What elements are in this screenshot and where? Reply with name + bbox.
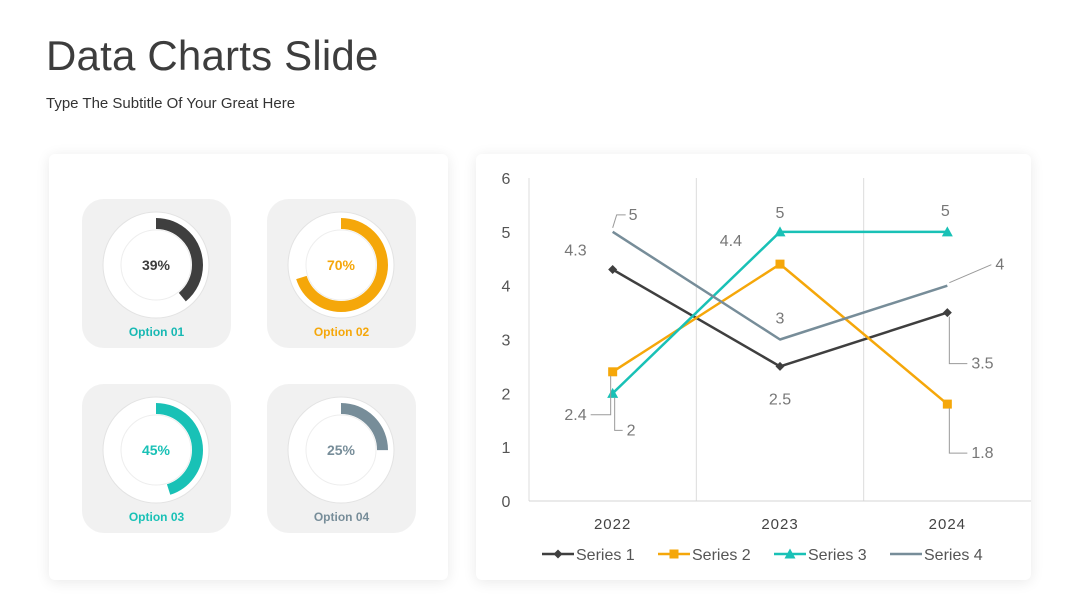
line-chart: 0 1 2 3 4 5 6 2022 2023 2024 4.3 2.5 3.5 2.4 4.4 1.8 2 5 5… xyxy=(502,171,1031,564)
data-label: 5 xyxy=(941,203,950,220)
data-label-leader xyxy=(948,408,968,454)
line-chart-panel: 0 1 2 3 4 5 6 2022 2023 2024 4.3 2.5 3.5 2.4 4.4 1.8 2 5 5… xyxy=(476,154,1031,580)
legend-label: Series 2 xyxy=(692,547,751,564)
donut-arc xyxy=(294,403,388,497)
data-label-leader xyxy=(612,214,626,228)
y-tick-label: 6 xyxy=(502,171,511,188)
donut-percent: 70% xyxy=(326,257,356,273)
series-point xyxy=(775,259,785,269)
option-label: Option 04 xyxy=(313,510,370,524)
y-tick-label: 3 xyxy=(502,333,511,350)
series-point xyxy=(941,226,953,237)
y-tick-label: 0 xyxy=(502,494,511,511)
donut-tile: 45% Option 03 xyxy=(82,384,231,533)
legend-label: Series 4 xyxy=(924,547,983,564)
data-label: 2 xyxy=(627,422,636,439)
series-point xyxy=(774,226,786,237)
donut-inner-ring xyxy=(120,414,192,486)
data-label: 3.5 xyxy=(971,356,993,373)
y-tick-label: 1 xyxy=(502,440,511,457)
legend-label: Series 3 xyxy=(808,547,867,564)
data-label: 2.4 xyxy=(564,407,586,424)
y-tick-label: 4 xyxy=(502,279,511,296)
y-tick-label: 5 xyxy=(502,225,511,242)
legend-marker xyxy=(553,549,563,559)
option-label: Option 03 xyxy=(128,510,185,524)
donut-percent: 39% xyxy=(141,257,171,273)
series-point xyxy=(607,387,619,398)
donut-arc xyxy=(109,218,203,312)
donut-inner-ring xyxy=(305,229,377,301)
donut-percent: 45% xyxy=(141,442,171,458)
data-label-leader xyxy=(614,397,623,431)
slide-title: Data Charts Slide xyxy=(46,32,379,79)
slide-subtitle: Type The Subtitle Of Your Great Here xyxy=(46,95,296,112)
donut-chart: 39% xyxy=(102,211,210,319)
donut-arc xyxy=(109,403,203,497)
donut-chart: 25% xyxy=(287,396,395,504)
series-point xyxy=(942,308,952,318)
data-label: 4 xyxy=(995,257,1004,274)
donut-tile: 39% Option 01 xyxy=(82,199,231,348)
data-label-leader xyxy=(949,264,992,284)
legend-label: Series 1 xyxy=(576,547,635,564)
data-label: 4.4 xyxy=(720,233,742,250)
x-tick-label: 2024 xyxy=(929,516,966,533)
option-label: Option 02 xyxy=(313,325,370,339)
donut-panel: 39% Option 01 70% Option 02 45% Option 03 25% O… xyxy=(49,154,448,580)
y-tick-label: 2 xyxy=(502,386,511,403)
data-label: 3 xyxy=(776,311,785,328)
data-label-leader xyxy=(590,375,612,416)
donut-tile: 25% Option 04 xyxy=(267,384,416,533)
donut-percent: 25% xyxy=(326,442,356,458)
option-label: Option 01 xyxy=(128,325,185,339)
series-point xyxy=(608,265,618,275)
data-label: 2.5 xyxy=(769,391,791,408)
x-tick-label: 2022 xyxy=(594,516,631,533)
series-line xyxy=(611,230,948,341)
legend-marker xyxy=(669,549,679,559)
series-point xyxy=(775,361,785,371)
donut-inner-ring xyxy=(120,229,192,301)
donut-arc xyxy=(294,218,388,312)
donut-chart: 70% xyxy=(287,211,395,319)
data-label: 1.8 xyxy=(971,445,993,462)
x-tick-label: 2023 xyxy=(761,516,798,533)
series-point xyxy=(942,399,952,409)
data-label: 5 xyxy=(776,205,785,222)
donut-inner-ring xyxy=(305,414,377,486)
donut-tile: 70% Option 02 xyxy=(267,199,416,348)
data-label: 4.3 xyxy=(564,243,586,260)
donut-chart: 45% xyxy=(102,396,210,504)
series-point xyxy=(608,367,618,377)
data-label: 5 xyxy=(629,207,638,224)
series-line xyxy=(611,262,949,406)
legend-marker xyxy=(784,548,796,559)
data-label-leader xyxy=(948,316,968,365)
